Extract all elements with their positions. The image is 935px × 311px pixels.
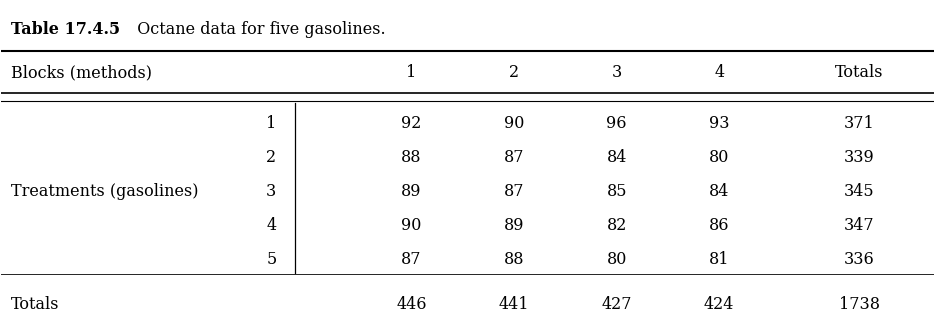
Text: 427: 427	[601, 296, 632, 311]
Text: 5: 5	[266, 251, 277, 268]
Text: 81: 81	[709, 251, 729, 268]
Text: 96: 96	[607, 114, 626, 132]
Text: 1738: 1738	[839, 296, 880, 311]
Text: 2: 2	[266, 149, 277, 166]
Text: 87: 87	[504, 149, 525, 166]
Text: 371: 371	[843, 114, 874, 132]
Text: 336: 336	[843, 251, 874, 268]
Text: 88: 88	[504, 251, 525, 268]
Text: 446: 446	[396, 296, 426, 311]
Text: 3: 3	[266, 183, 277, 200]
Text: 84: 84	[607, 149, 626, 166]
Text: 4: 4	[714, 64, 725, 81]
Text: Totals: Totals	[835, 64, 884, 81]
Text: 87: 87	[401, 251, 422, 268]
Text: Octane data for five gasolines.: Octane data for five gasolines.	[127, 21, 386, 38]
Text: 84: 84	[709, 183, 729, 200]
Text: 90: 90	[401, 217, 422, 234]
Text: 2: 2	[509, 64, 519, 81]
Text: 441: 441	[499, 296, 529, 311]
Text: 424: 424	[704, 296, 734, 311]
Text: 1: 1	[407, 64, 417, 81]
Text: 4: 4	[266, 217, 277, 234]
Text: 85: 85	[607, 183, 626, 200]
Text: Blocks (methods): Blocks (methods)	[10, 64, 151, 81]
Text: 89: 89	[401, 183, 422, 200]
Text: 339: 339	[843, 149, 874, 166]
Text: Treatments (gasolines): Treatments (gasolines)	[10, 183, 198, 200]
Text: 1: 1	[266, 114, 277, 132]
Text: 87: 87	[504, 183, 525, 200]
Text: 3: 3	[611, 64, 622, 81]
Text: 88: 88	[401, 149, 422, 166]
Text: 89: 89	[504, 217, 525, 234]
Text: Table 17.4.5: Table 17.4.5	[10, 21, 120, 38]
Text: 80: 80	[607, 251, 626, 268]
Text: 345: 345	[843, 183, 874, 200]
Text: 80: 80	[709, 149, 729, 166]
Text: 90: 90	[504, 114, 525, 132]
Text: 86: 86	[709, 217, 729, 234]
Text: 347: 347	[843, 217, 874, 234]
Text: 93: 93	[709, 114, 729, 132]
Text: 92: 92	[401, 114, 422, 132]
Text: Totals: Totals	[10, 296, 59, 311]
Text: 82: 82	[607, 217, 626, 234]
